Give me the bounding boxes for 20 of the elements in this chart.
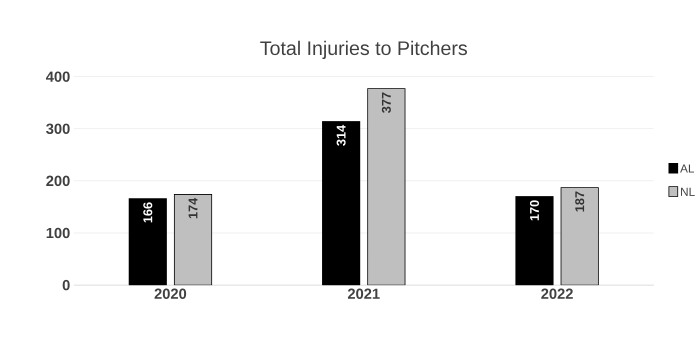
data-label: 314: [336, 124, 346, 146]
x-tick-label: 2022: [541, 288, 573, 299]
x-tick-label: 2021: [348, 288, 380, 299]
y-tick-label: 0: [62, 280, 70, 290]
data-label: 170: [530, 200, 539, 220]
bar: [560, 187, 599, 286]
data-label: 174: [188, 198, 198, 218]
bar: [367, 88, 406, 286]
bar: [174, 194, 212, 286]
legend-label: NL: [681, 188, 695, 196]
y-tick-label: 100: [46, 228, 70, 238]
y-tick-label: 300: [46, 124, 70, 134]
data-label: 166: [143, 202, 152, 222]
y-tick-label: 400: [46, 71, 70, 82]
x-tick-label: 2020: [154, 288, 186, 299]
legend-label: AL: [680, 164, 694, 173]
data-label: 377: [382, 92, 391, 113]
y-tick-label: 200: [46, 176, 70, 186]
data-label: 187: [575, 192, 584, 212]
chart-title: Total Injuries to Pitchers: [260, 40, 467, 59]
